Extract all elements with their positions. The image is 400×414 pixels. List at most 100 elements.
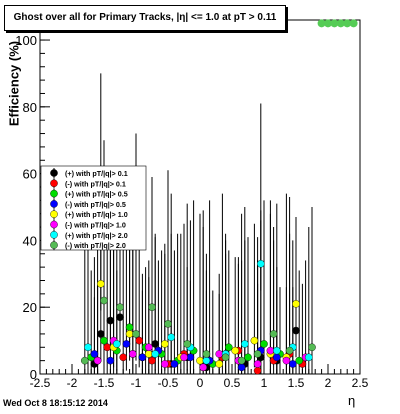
data-point xyxy=(292,326,300,335)
data-point xyxy=(135,336,143,345)
data-point xyxy=(308,343,316,352)
data-point xyxy=(122,340,131,348)
data-point xyxy=(292,300,300,308)
data-point xyxy=(266,346,275,355)
y-tick-label: 0 xyxy=(30,367,37,382)
x-tick-label: 2 xyxy=(325,376,332,390)
x-tick-label: 1.5 xyxy=(288,376,305,390)
data-point xyxy=(100,296,108,305)
data-point xyxy=(253,360,262,368)
data-point xyxy=(202,356,211,365)
data-point xyxy=(231,346,239,355)
legend-entry: (+) with pT/|q|> 2.0 xyxy=(65,231,128,240)
data-point xyxy=(119,353,127,362)
data-point xyxy=(128,350,137,358)
timestamp: Wed Oct 8 18:15:12 2014 xyxy=(3,398,108,408)
x-tick-label: 0 xyxy=(197,376,204,390)
x-tick-label: 1 xyxy=(261,376,268,390)
overflow-marker xyxy=(343,19,352,28)
data-point xyxy=(125,330,134,338)
overflow-marker xyxy=(349,19,358,28)
data-point xyxy=(237,356,246,365)
data-point xyxy=(116,303,124,312)
overflow-marker xyxy=(330,19,339,28)
x-tick-label: -2 xyxy=(67,376,78,390)
legend-entry: (+) with pT/|q|> 1.0 xyxy=(65,210,128,219)
legend-marker xyxy=(50,230,58,239)
overflow-marker xyxy=(336,19,345,28)
data-point xyxy=(196,356,204,365)
data-points xyxy=(81,219,316,375)
data-point xyxy=(106,316,115,325)
data-point xyxy=(103,343,111,352)
data-point xyxy=(90,350,99,358)
data-point xyxy=(183,340,191,348)
data-point xyxy=(199,363,207,372)
data-point xyxy=(113,340,121,348)
data-point xyxy=(180,353,188,362)
data-point xyxy=(272,346,281,355)
data-point xyxy=(260,340,268,348)
y-tick-label: 60 xyxy=(23,167,37,182)
data-point xyxy=(253,350,262,358)
x-tick-label: -2.5 xyxy=(30,376,51,390)
data-point xyxy=(125,323,134,332)
data-point xyxy=(221,353,230,362)
data-point xyxy=(160,340,169,348)
data-point xyxy=(215,350,223,358)
data-point xyxy=(148,356,156,365)
data-point xyxy=(186,353,195,362)
legend-marker xyxy=(50,179,58,188)
legend-entry: (+) with pT/|q|> 0.1 xyxy=(65,169,128,178)
data-point xyxy=(288,360,297,368)
legend-entry: (-) with pT/|q|> 2.0 xyxy=(65,241,126,250)
data-point xyxy=(151,350,159,358)
data-point xyxy=(138,353,147,362)
legend-marker xyxy=(50,200,58,208)
data-point xyxy=(269,330,278,338)
data-point xyxy=(144,343,153,352)
legend: (+) with pT/|q|> 0.1(-) with pT/|q|> 0.1… xyxy=(40,165,147,251)
data-point xyxy=(240,340,249,348)
data-point xyxy=(272,353,281,362)
legend-box xyxy=(40,165,147,251)
data-point xyxy=(100,336,108,345)
data-point xyxy=(93,356,102,365)
data-point xyxy=(148,303,156,312)
data-point xyxy=(256,259,265,268)
legend-entry: (-) with pT/|q|> 0.1 xyxy=(65,179,126,188)
legend-marker xyxy=(50,241,58,249)
data-point xyxy=(81,356,89,365)
legend-entry: (-) with pT/|q|> 0.5 xyxy=(65,200,126,209)
y-tick-label: 100 xyxy=(15,33,37,48)
data-point xyxy=(224,343,233,352)
data-point xyxy=(106,356,115,365)
data-point xyxy=(285,346,294,355)
data-point xyxy=(97,280,105,288)
y-tick-label: 40 xyxy=(23,233,37,248)
data-point xyxy=(237,363,246,372)
data-point xyxy=(132,330,140,338)
legend-marker xyxy=(50,210,58,218)
data-point xyxy=(282,356,291,365)
data-point xyxy=(295,356,304,365)
legend-entry: (+) with pT/|q|> 0.5 xyxy=(65,190,128,199)
x-tick-label: -1.5 xyxy=(94,376,115,390)
data-point xyxy=(202,350,211,358)
data-point xyxy=(84,343,92,352)
data-point xyxy=(253,366,262,375)
data-point xyxy=(164,320,172,328)
x-tick-label: 2.5 xyxy=(352,376,369,390)
data-point xyxy=(250,336,259,345)
data-point xyxy=(160,360,169,368)
legend-entry: (-) with pT/|q|> 1.0 xyxy=(65,221,126,230)
x-tick-label: 0.5 xyxy=(224,376,241,390)
overflow-marker xyxy=(324,19,332,28)
legend-marker xyxy=(50,189,58,198)
x-tick-label: -0.5 xyxy=(158,376,179,390)
data-point xyxy=(215,360,223,368)
data-point xyxy=(167,333,175,342)
legend-marker xyxy=(50,169,58,177)
y-tick-label: 20 xyxy=(23,300,37,315)
overflow-marker xyxy=(317,19,326,28)
